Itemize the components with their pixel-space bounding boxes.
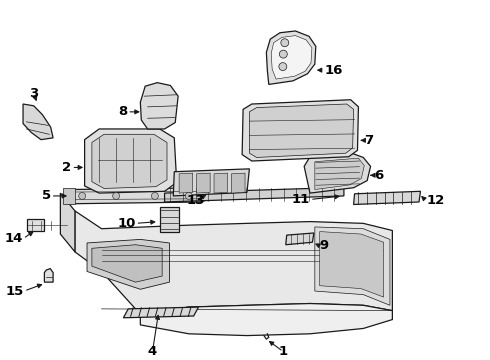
Text: 1: 1 bbox=[279, 345, 288, 358]
Polygon shape bbox=[165, 187, 344, 202]
Text: 9: 9 bbox=[319, 239, 329, 252]
Polygon shape bbox=[231, 173, 245, 193]
Text: 15: 15 bbox=[6, 284, 24, 298]
Polygon shape bbox=[214, 173, 227, 193]
Text: 3: 3 bbox=[29, 87, 38, 100]
Polygon shape bbox=[45, 269, 53, 282]
Polygon shape bbox=[75, 211, 392, 314]
Text: 2: 2 bbox=[62, 161, 72, 174]
Circle shape bbox=[279, 50, 287, 58]
Text: 16: 16 bbox=[324, 64, 343, 77]
Text: 5: 5 bbox=[42, 189, 50, 202]
Polygon shape bbox=[92, 134, 167, 188]
Polygon shape bbox=[173, 169, 249, 196]
Circle shape bbox=[279, 63, 287, 71]
Polygon shape bbox=[140, 83, 178, 129]
Polygon shape bbox=[242, 100, 359, 161]
Polygon shape bbox=[63, 188, 75, 204]
Text: 14: 14 bbox=[5, 232, 23, 245]
Circle shape bbox=[79, 193, 86, 199]
Text: 11: 11 bbox=[292, 193, 310, 206]
Polygon shape bbox=[354, 191, 420, 204]
Polygon shape bbox=[304, 152, 370, 193]
Polygon shape bbox=[60, 193, 75, 252]
Polygon shape bbox=[286, 233, 314, 245]
Polygon shape bbox=[315, 227, 390, 305]
Circle shape bbox=[151, 193, 158, 199]
Polygon shape bbox=[160, 207, 179, 232]
Polygon shape bbox=[92, 245, 162, 282]
Polygon shape bbox=[23, 104, 53, 140]
Text: 10: 10 bbox=[117, 217, 136, 230]
Polygon shape bbox=[319, 231, 384, 297]
Polygon shape bbox=[315, 158, 364, 189]
Text: 13: 13 bbox=[187, 194, 205, 207]
Text: 7: 7 bbox=[364, 134, 373, 147]
Polygon shape bbox=[179, 173, 193, 193]
Text: 4: 4 bbox=[148, 345, 157, 358]
Polygon shape bbox=[123, 307, 198, 318]
FancyBboxPatch shape bbox=[27, 219, 45, 231]
Circle shape bbox=[113, 193, 120, 199]
Text: 6: 6 bbox=[374, 169, 383, 182]
Polygon shape bbox=[271, 36, 312, 79]
Polygon shape bbox=[196, 173, 210, 193]
Circle shape bbox=[281, 39, 289, 47]
Circle shape bbox=[185, 193, 192, 199]
Polygon shape bbox=[63, 188, 213, 204]
Polygon shape bbox=[87, 239, 170, 289]
Polygon shape bbox=[85, 129, 177, 193]
Text: 12: 12 bbox=[426, 194, 444, 207]
Polygon shape bbox=[267, 31, 316, 84]
Polygon shape bbox=[249, 104, 354, 157]
Text: 8: 8 bbox=[118, 105, 127, 118]
Polygon shape bbox=[140, 303, 392, 336]
